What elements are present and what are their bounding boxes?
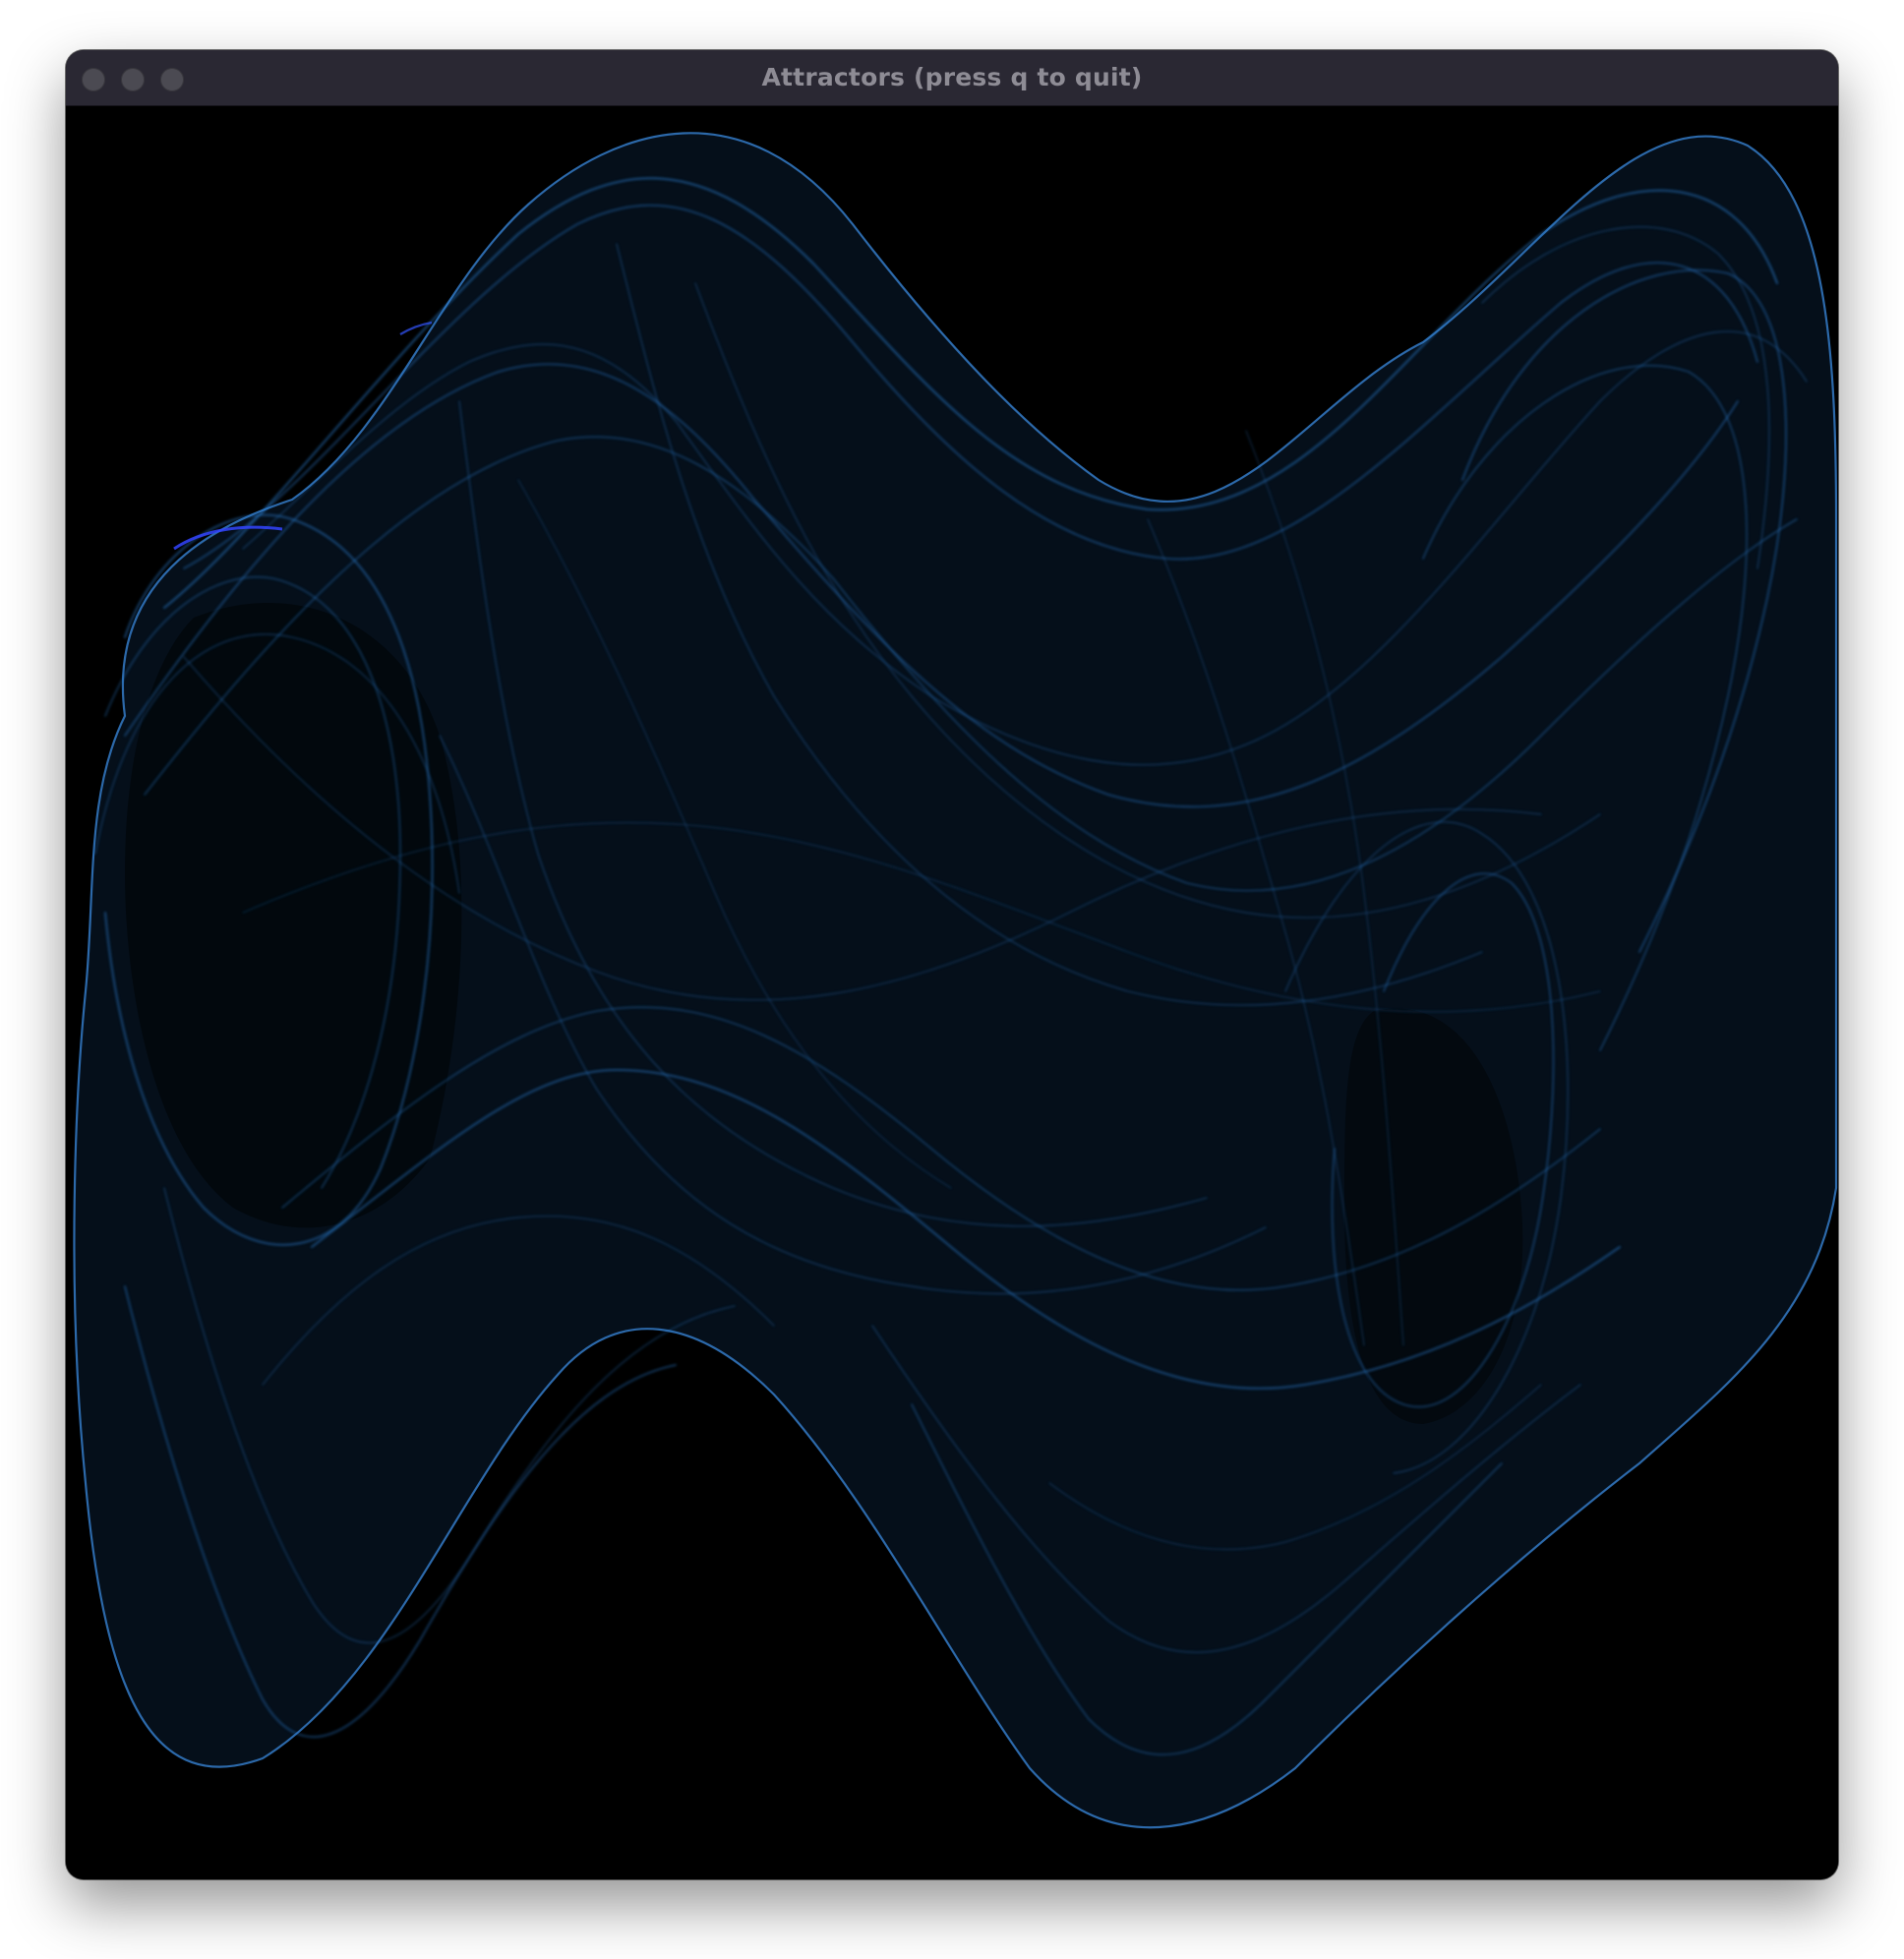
attractor-image (73, 132, 1838, 1829)
app-window: Attractors (press q to quit) (66, 50, 1838, 1879)
minimize-button[interactable] (121, 68, 145, 91)
attractor-inner-void (125, 603, 462, 1228)
attractor-strands (94, 177, 1808, 1755)
attractor-inner-void-right (1344, 1008, 1523, 1424)
attractor-canvas[interactable] (66, 106, 1838, 1879)
attractor-highlight (173, 525, 283, 551)
title-bar[interactable]: Attractors (press q to quit) (66, 50, 1838, 106)
window-title: Attractors (press q to quit) (761, 63, 1143, 91)
zoom-button[interactable] (160, 68, 184, 91)
close-button[interactable] (82, 68, 105, 91)
